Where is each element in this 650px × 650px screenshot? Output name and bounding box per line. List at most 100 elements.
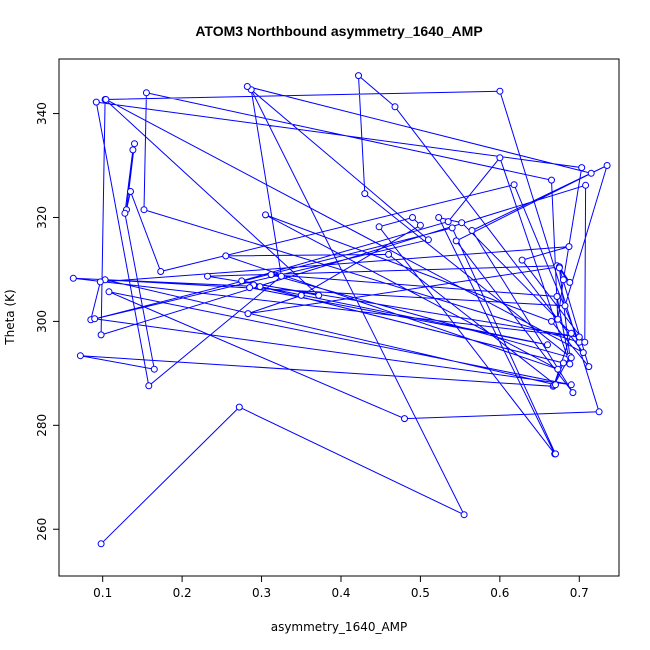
- data-point: [97, 331, 105, 339]
- y-tick-label: 320: [35, 206, 49, 229]
- data-point: [578, 164, 586, 172]
- x-axis-label: asymmetry_1640_AMP: [271, 620, 408, 634]
- data-point: [566, 278, 574, 286]
- data-point: [127, 188, 134, 195]
- data-point: [579, 349, 587, 357]
- data-point: [554, 365, 562, 373]
- data-point: [96, 278, 104, 286]
- data-point: [567, 354, 575, 362]
- data-point: [262, 211, 269, 219]
- data-point: [244, 310, 252, 318]
- data-point: [267, 271, 275, 279]
- data-point: [566, 360, 574, 368]
- data-point: [256, 283, 264, 291]
- x-tick-label: 0.6: [490, 586, 509, 600]
- data-point: [385, 250, 393, 258]
- y-tick-label: 300: [35, 310, 49, 333]
- data-point: [92, 98, 100, 106]
- x-tick-label: 0.3: [252, 586, 271, 600]
- data-point: [552, 381, 559, 389]
- data-point: [587, 169, 595, 177]
- y-tick-label: 280: [35, 414, 49, 437]
- data-point: [121, 209, 129, 217]
- data-point: [554, 315, 562, 323]
- data-point: [452, 237, 460, 245]
- data-point: [105, 288, 113, 296]
- data-point: [460, 511, 468, 519]
- data-point: [510, 181, 518, 189]
- data-point: [561, 302, 569, 310]
- data-point: [145, 382, 153, 390]
- data-point: [555, 264, 563, 272]
- data-point: [468, 227, 476, 234]
- plot-layer: [69, 72, 611, 548]
- data-point: [361, 190, 369, 198]
- data-point: [569, 389, 577, 397]
- data-point: [238, 277, 246, 285]
- data-point: [235, 403, 243, 411]
- data-point: [204, 272, 211, 280]
- data-point: [76, 352, 84, 360]
- data-point: [444, 218, 452, 226]
- data-point: [297, 291, 305, 299]
- data-point: [140, 206, 148, 214]
- y-axis: 260 280 300 320 340: [35, 102, 59, 541]
- data-point: [424, 236, 432, 244]
- data-point: [277, 272, 285, 280]
- y-tick-label: 340: [35, 102, 49, 125]
- data-point: [448, 224, 456, 232]
- data-point: [355, 72, 362, 80]
- data-point: [518, 256, 526, 264]
- data-point: [548, 176, 555, 184]
- data-point: [552, 450, 559, 458]
- data-point: [585, 363, 593, 371]
- data-point: [581, 338, 589, 346]
- data-point: [409, 214, 416, 221]
- data-point: [553, 293, 561, 300]
- data-point: [548, 317, 555, 325]
- x-tick-label: 0.7: [570, 586, 589, 600]
- data-point: [458, 219, 466, 227]
- x-tick-label: 0.5: [411, 586, 430, 600]
- data-point: [496, 87, 504, 95]
- data-point: [129, 146, 137, 154]
- data-point: [559, 359, 567, 367]
- chart-title: ATOM3 Northbound asymmetry_1640_AMP: [195, 23, 482, 39]
- data-point: [131, 140, 138, 148]
- data-point: [391, 103, 399, 111]
- x-tick-label: 0.4: [331, 586, 350, 600]
- data-point: [559, 276, 567, 284]
- data-point: [582, 181, 590, 189]
- plot-frame: [58, 58, 620, 577]
- data-point: [102, 96, 110, 103]
- series-line: [73, 74, 608, 545]
- data-point: [315, 291, 323, 299]
- data-point: [575, 333, 583, 341]
- data-point: [150, 365, 158, 373]
- data-point: [496, 154, 504, 162]
- data-point: [595, 408, 603, 416]
- x-tick-label: 0.1: [93, 586, 112, 600]
- data-point: [97, 540, 105, 548]
- data-point: [222, 252, 230, 260]
- x-axis: 0.1 0.2 0.3 0.4 0.5 0.6 0.7: [93, 576, 589, 600]
- data-point: [91, 315, 99, 323]
- data-point: [157, 268, 165, 275]
- y-axis-label: Theta (K): [3, 289, 17, 345]
- data-point: [246, 284, 254, 292]
- data-point: [603, 162, 611, 169]
- data-point: [375, 223, 383, 231]
- data-point: [401, 415, 408, 423]
- data-point: [435, 214, 443, 221]
- data-point: [565, 243, 573, 251]
- data-point: [69, 274, 77, 282]
- y-tick-label: 260: [35, 518, 49, 541]
- data-point: [567, 381, 575, 389]
- data-point: [544, 341, 551, 349]
- data-point: [416, 221, 424, 229]
- data-point: [142, 89, 150, 97]
- data-point: [243, 83, 251, 90]
- x-tick-label: 0.2: [173, 586, 192, 600]
